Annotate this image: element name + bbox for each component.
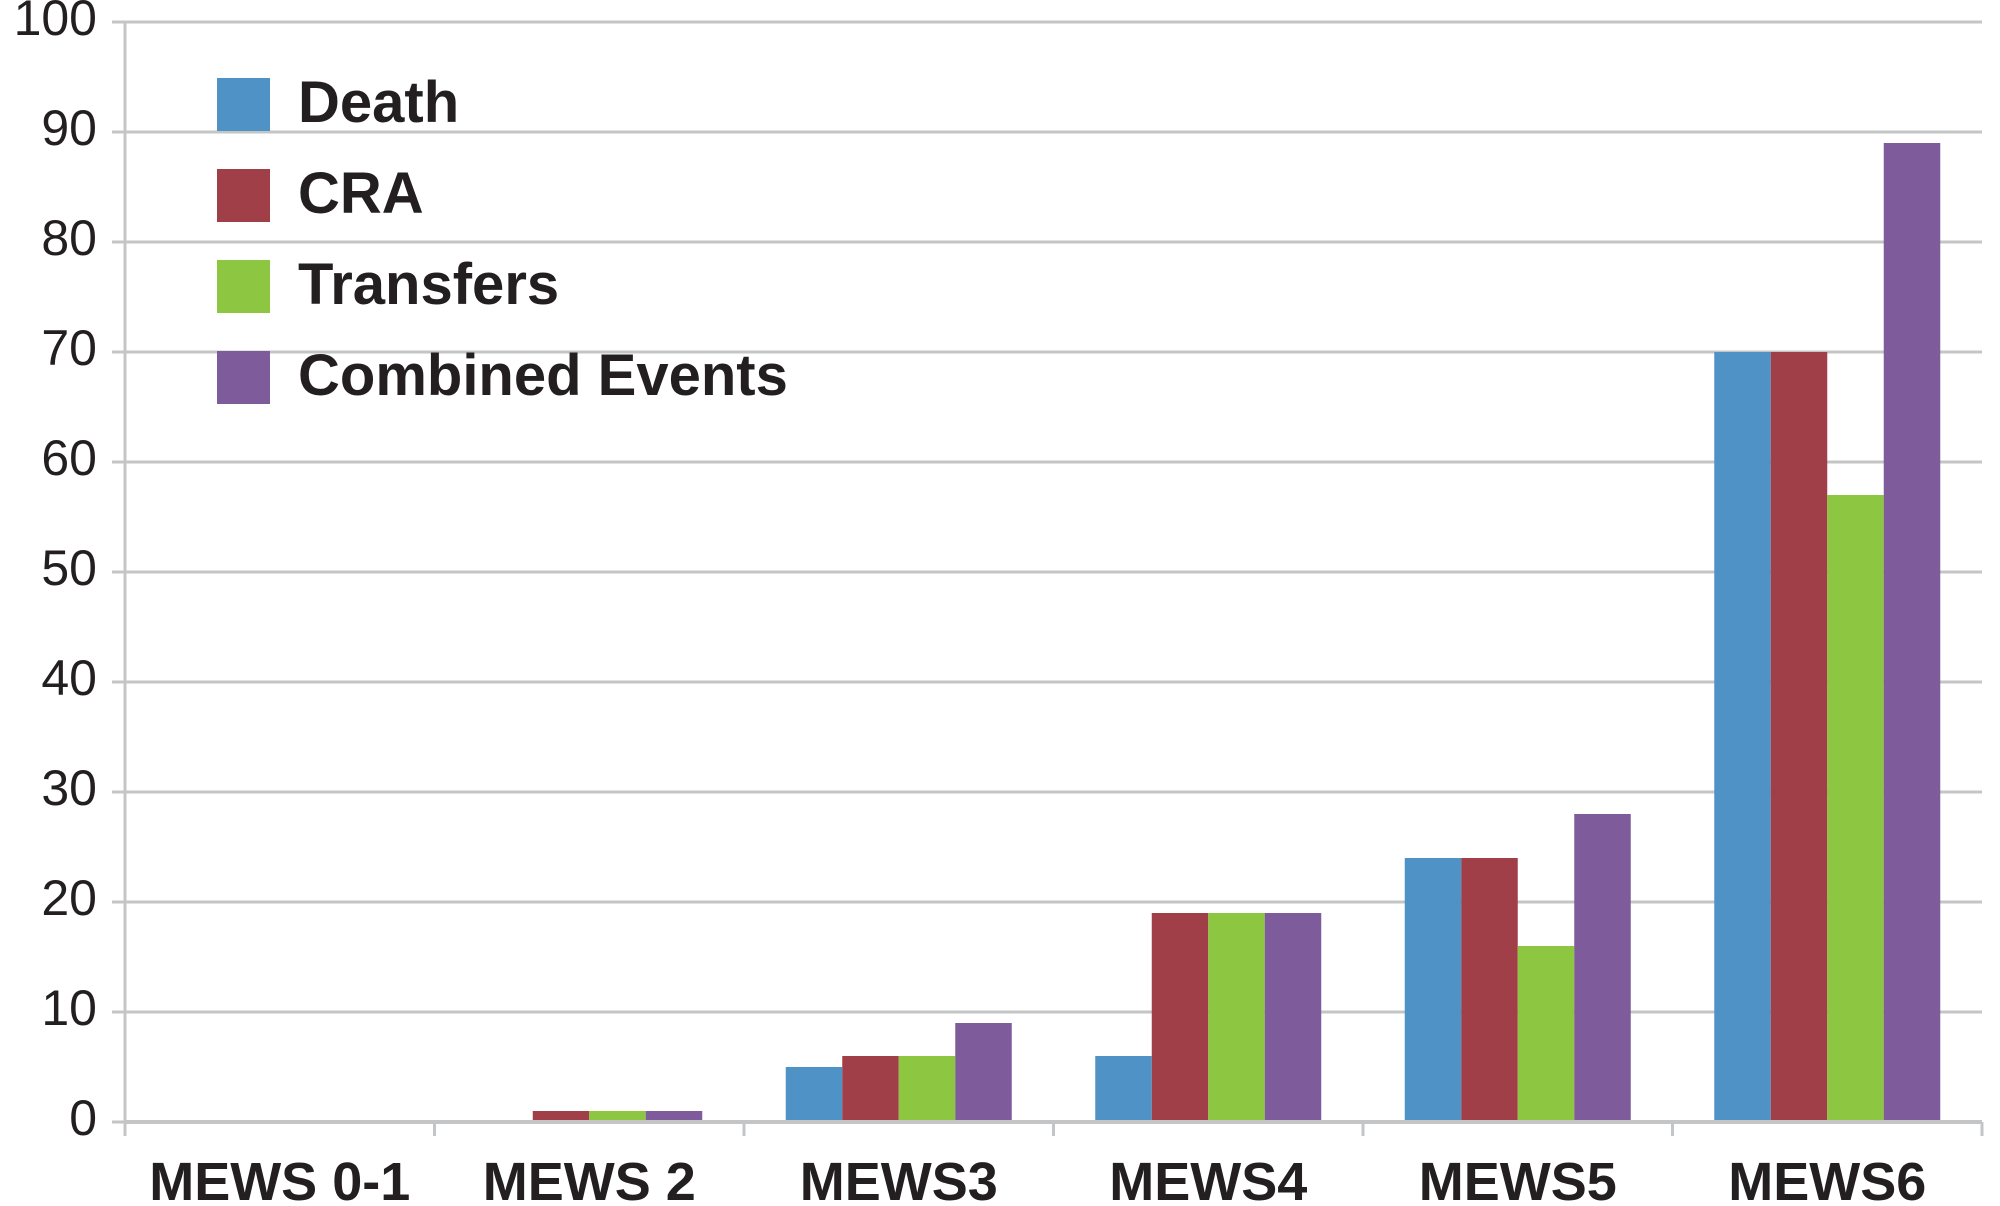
legend-label: Death: [298, 70, 459, 135]
y-tick-label: 60: [41, 430, 97, 486]
bar: [785, 1067, 843, 1122]
bar: [1151, 913, 1209, 1122]
bar: [1208, 913, 1265, 1122]
bar: [532, 1111, 590, 1122]
x-category-label: MEWS 2: [483, 1152, 696, 1206]
y-tick-label: 30: [41, 760, 97, 816]
legend-swatch: [217, 169, 270, 222]
bar: [1264, 913, 1322, 1122]
legend-swatch: [217, 78, 270, 131]
bar: [589, 1111, 646, 1122]
legend-label: Transfers: [298, 252, 559, 317]
legend-swatch: [217, 351, 270, 404]
y-tick-label: 20: [41, 870, 97, 926]
x-category-label: MEWS5: [1419, 1152, 1617, 1206]
bar: [1827, 495, 1884, 1122]
x-category-label: MEWS4: [1109, 1152, 1307, 1206]
bar: [1404, 858, 1462, 1122]
y-tick-label: 70: [41, 320, 97, 376]
bar: [1770, 352, 1828, 1122]
bar: [1883, 143, 1941, 1122]
y-tick-label: 90: [41, 100, 97, 156]
axes: 0 10 20 30 40 50 60 70 80 90 100 MEWS 0-1 MEWS 2 MEWS…: [14, 0, 1984, 1206]
bar: [1095, 1056, 1152, 1122]
bar: [1461, 858, 1518, 1122]
y-tick-label: 10: [41, 980, 97, 1036]
bar: [955, 1023, 1012, 1122]
y-tick-label: 0: [69, 1090, 97, 1146]
legend-label: CRA: [298, 161, 424, 226]
legend: Death CRA Transfers Combined Events: [217, 70, 788, 408]
y-tick-label: 100: [14, 0, 97, 46]
bar: [1714, 352, 1771, 1122]
x-category-label: MEWS3: [800, 1152, 998, 1206]
x-category-label: MEWS6: [1728, 1152, 1926, 1206]
y-tick-label: 80: [41, 210, 97, 266]
gridlines: [125, 20, 1982, 1014]
bar: [645, 1111, 703, 1122]
y-tick-label: 40: [41, 650, 97, 706]
bars: [532, 143, 1941, 1122]
x-category-label: MEWS 0-1: [149, 1152, 410, 1206]
bar: [842, 1056, 899, 1122]
y-tick-label: 50: [41, 540, 97, 596]
legend-label: Combined Events: [298, 343, 788, 408]
bar: [898, 1056, 956, 1122]
bar: [1574, 814, 1631, 1122]
bar: [1517, 946, 1575, 1122]
legend-swatch: [217, 260, 270, 313]
